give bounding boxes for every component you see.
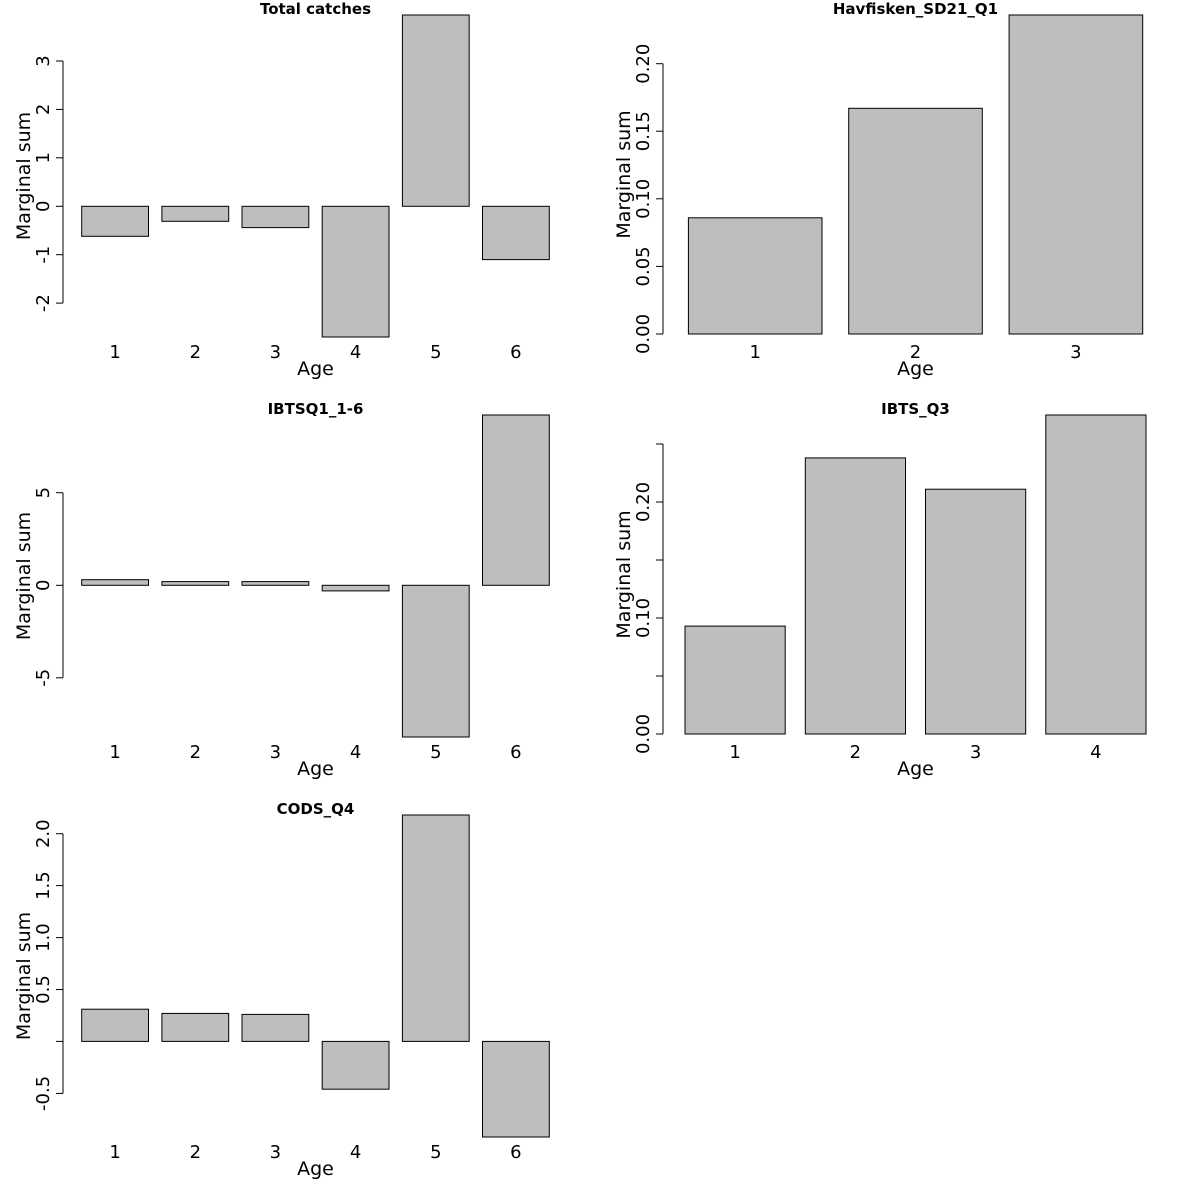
bar-age-2 bbox=[161, 205, 230, 222]
bar-age-5 bbox=[401, 584, 470, 738]
bar-age-1 bbox=[684, 625, 786, 735]
y-tick-label: 1.0 bbox=[33, 923, 54, 952]
panel-total-catches: 1 2 3 4 5 6 -2 -1 0 1 2 3 Total catches Age Marginal s… bbox=[13, 0, 550, 380]
bar-age-3 bbox=[1008, 14, 1144, 335]
panel-ibtsq1: 1 2 3 4 5 6 -5 0 5 IBTSQ1_1-6 Age Marginal sum bbox=[13, 400, 550, 780]
x-tick-label: 1 bbox=[109, 1142, 120, 1163]
bar-age-6 bbox=[482, 1040, 550, 1138]
y-tick-label: 0.15 bbox=[633, 111, 654, 151]
bar-age-4 bbox=[321, 205, 390, 338]
x-tick-label: 2 bbox=[190, 742, 201, 763]
x-tick-label: 4 bbox=[350, 1142, 361, 1163]
panel-cods-q4: 1 2 3 4 5 6 -0.5 0.5 1.0 1.5 2.0 CODS_Q4 Age Marginal… bbox=[13, 800, 550, 1180]
y-tick-label: -2 bbox=[33, 294, 54, 312]
bar-age-2 bbox=[161, 1012, 230, 1042]
y-tick-label: 0.00 bbox=[633, 714, 654, 754]
y-tick-label: 2 bbox=[33, 104, 54, 115]
bar-age-5 bbox=[401, 814, 470, 1042]
y-axis-title: Marginal sum bbox=[613, 110, 635, 238]
bar-age-1 bbox=[687, 217, 823, 335]
y-tick-label: 0 bbox=[33, 201, 54, 212]
chart-title: Havfisken_SD21_Q1 bbox=[833, 0, 998, 18]
bar-age-3 bbox=[925, 488, 1027, 735]
x-tick-label: 6 bbox=[510, 1142, 521, 1163]
y-tick-label: 0.05 bbox=[633, 246, 654, 286]
bar-age-2 bbox=[848, 107, 983, 335]
y-tick-label: 1 bbox=[33, 152, 54, 163]
x-axis-title: Age bbox=[897, 758, 934, 780]
x-tick-label: 1 bbox=[109, 742, 120, 763]
panel-havfisken-sd21-q1: 1 2 3 0.00 0.05 0.10 0.15 0.20 Havfisken_SD21_Q1… bbox=[613, 0, 1144, 380]
y-tick-label: 0.10 bbox=[633, 598, 654, 638]
x-axis-title: Age bbox=[297, 358, 334, 380]
x-tick-label: 2 bbox=[190, 1142, 201, 1163]
bar-age-1 bbox=[81, 205, 149, 237]
chart-title: CODS_Q4 bbox=[277, 800, 355, 818]
x-axis-title: Age bbox=[297, 1158, 334, 1180]
y-axis-title: Marginal sum bbox=[13, 912, 35, 1040]
y-tick-label: -5 bbox=[33, 669, 54, 687]
bar-age-3 bbox=[241, 1013, 310, 1042]
x-tick-label: 5 bbox=[430, 1142, 441, 1163]
bar-age-4 bbox=[1045, 414, 1147, 735]
x-tick-label: 3 bbox=[270, 742, 281, 763]
bar-age-6 bbox=[482, 205, 550, 261]
y-tick-label: -1 bbox=[33, 246, 54, 264]
y-axis-title: Marginal sum bbox=[13, 512, 35, 640]
x-tick-label: 4 bbox=[350, 742, 361, 763]
bar-age-2 bbox=[804, 457, 906, 735]
y-tick-label: -0.5 bbox=[33, 1076, 54, 1111]
chart-title: Total catches bbox=[260, 0, 371, 18]
x-tick-label: 4 bbox=[1090, 742, 1101, 763]
y-tick-label: 2.0 bbox=[33, 819, 54, 848]
bar-age-2 bbox=[161, 581, 230, 586]
bar-age-1 bbox=[81, 1008, 149, 1042]
x-tick-label: 3 bbox=[270, 1142, 281, 1163]
x-tick-label: 5 bbox=[430, 342, 441, 363]
x-tick-label: 1 bbox=[109, 342, 120, 363]
x-tick-label: 6 bbox=[510, 742, 521, 763]
x-tick-label: 2 bbox=[910, 342, 921, 363]
bar-age-4 bbox=[321, 1040, 390, 1090]
x-tick-label: 6 bbox=[510, 342, 521, 363]
x-tick-label: 2 bbox=[850, 742, 861, 763]
x-tick-label: 3 bbox=[1070, 342, 1081, 363]
bar-age-5 bbox=[401, 14, 470, 207]
y-axis-title: Marginal sum bbox=[613, 510, 635, 638]
x-tick-label: 3 bbox=[270, 342, 281, 363]
x-tick-label: 1 bbox=[749, 342, 760, 363]
y-tick-label: 3 bbox=[33, 55, 54, 66]
x-tick-label: 5 bbox=[430, 742, 441, 763]
x-tick-label: 1 bbox=[729, 742, 740, 763]
bar-age-1 bbox=[81, 579, 149, 586]
chart-title: IBTSQ1_1-6 bbox=[268, 400, 364, 418]
x-axis-title: Age bbox=[897, 358, 934, 380]
y-tick-label: 0.00 bbox=[633, 314, 654, 354]
x-tick-label: 2 bbox=[190, 342, 201, 363]
y-tick-label: 0.10 bbox=[633, 179, 654, 219]
x-tick-label: 3 bbox=[970, 742, 981, 763]
y-tick-label: 0 bbox=[33, 580, 54, 591]
panel-ibts-q3: 1 2 3 4 0.00 0.10 0.20 IBTS_Q3 Age Marginal sum bbox=[613, 400, 1147, 780]
bar-age-3 bbox=[241, 205, 310, 229]
bar-age-6 bbox=[482, 414, 550, 586]
y-axis-title: Marginal sum bbox=[13, 112, 35, 240]
y-tick-label: 0.20 bbox=[633, 44, 654, 84]
y-tick-label: 0.5 bbox=[33, 975, 54, 1004]
x-axis-title: Age bbox=[297, 758, 334, 780]
y-tick-label: 0.20 bbox=[633, 482, 654, 522]
bar-age-3 bbox=[241, 581, 310, 586]
x-tick-label: 4 bbox=[350, 342, 361, 363]
y-tick-label: 1.5 bbox=[33, 871, 54, 900]
chart-title: IBTS_Q3 bbox=[881, 400, 950, 418]
bar-age-4 bbox=[321, 584, 390, 592]
y-tick-label: 5 bbox=[33, 487, 54, 498]
